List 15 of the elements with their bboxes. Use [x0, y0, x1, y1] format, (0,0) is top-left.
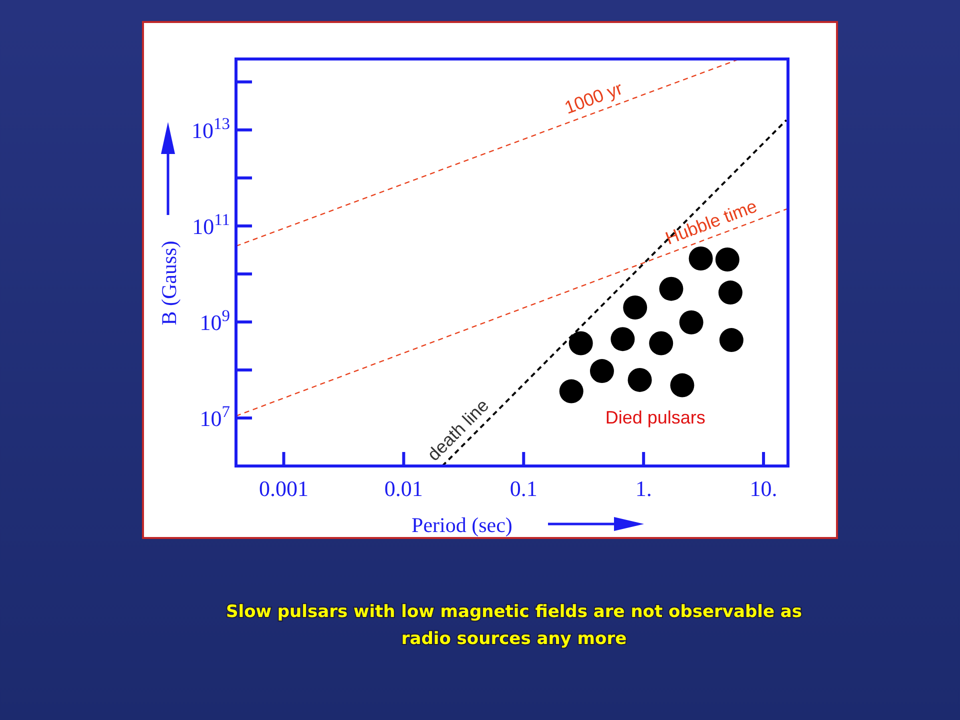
y-tick-label: 10$^{7}$	[200, 401, 230, 431]
text: Slow pulsars with low magnetic fields are not observable as radio sources any more	[226, 602, 802, 649]
text: 1000 yr	[562, 78, 626, 118]
series-label: Died pulsars	[605, 407, 706, 428]
x-tick-label: 0.001	[258, 476, 308, 501]
x-tick-label: 1.	[635, 476, 652, 501]
x-tick-label: 0.1	[510, 476, 538, 501]
y-tick-label: 10$^{13}$	[192, 113, 230, 143]
x-axis-title: Period (sec)	[412, 513, 512, 537]
y-tick-label: 10$^{9}$	[200, 305, 230, 335]
x-tick-label: 0.01	[384, 476, 423, 501]
y-axis-title: B (Gauss)	[157, 240, 181, 326]
text: Hubble time	[662, 196, 760, 248]
x-tick-label: 10.	[750, 476, 778, 501]
y-tick-label: 10$^{11}$	[192, 209, 230, 239]
